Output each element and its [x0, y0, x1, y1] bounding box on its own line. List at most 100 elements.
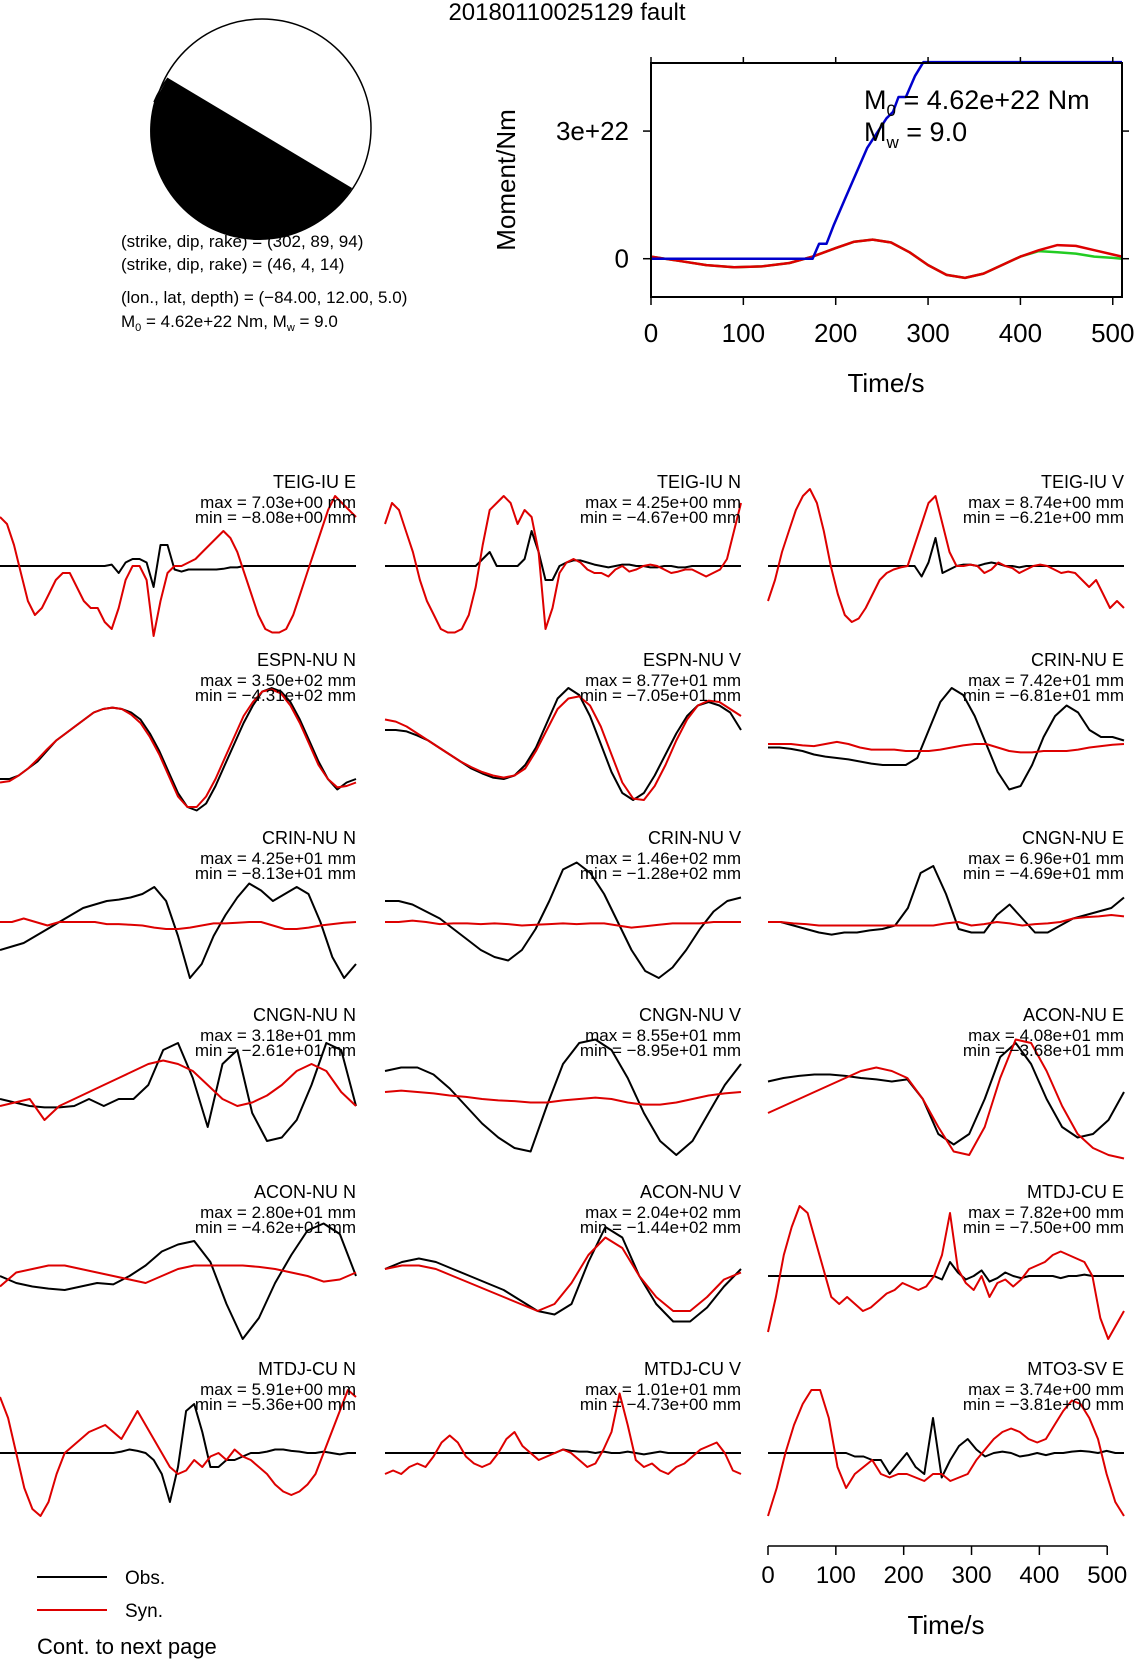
max-amplitude-label: max = 5.91e+00 mm [200, 1380, 356, 1399]
waveform-x-tick-label: 400 [1019, 1562, 1059, 1589]
station-label: ESPN-NU N [257, 650, 356, 670]
moment-y-axis-label: Moment/Nm [491, 109, 521, 251]
max-amplitude-label: max = 7.42e+01 mm [968, 671, 1124, 690]
synthetic-trace [767, 1205, 1125, 1340]
min-amplitude-label: min = −1.44e+02 mm [580, 1218, 741, 1237]
synthetic-trace [384, 1236, 742, 1312]
nodal-plane-2: (strike, dip, rake) = (46, 4, 14) [121, 255, 344, 274]
moment-x-tick-label: 500 [1091, 318, 1134, 348]
observed-trace [0, 882, 357, 979]
compression-quadrant [150, 78, 352, 241]
station-label: CNGN-NU E [1022, 828, 1124, 848]
moment-x-tick-label: 100 [722, 318, 765, 348]
waveform-x-tick-label: 300 [952, 1562, 992, 1589]
station-label: TEIG-IU N [657, 472, 741, 492]
max-amplitude-label: max = 8.55e+01 mm [585, 1026, 741, 1045]
min-amplitude-label: min = −4.31e+02 mm [195, 686, 356, 705]
synthetic-trace [0, 1264, 357, 1288]
synthetic-trace [767, 1038, 1125, 1160]
nodal-plane-1: (strike, dip, rake) = (302, 89, 94) [121, 232, 363, 251]
min-amplitude-label: min = −4.67e+00 mm [580, 508, 741, 527]
moment-line: M0 = 4.62e+22 Nm, Mw = 9.0 [121, 312, 338, 334]
footer-continue-note: Cont. to next page [37, 1634, 217, 1659]
station-label: CRIN-NU E [1031, 650, 1124, 670]
min-amplitude-label: min = −7.50e+00 mm [963, 1218, 1124, 1237]
observed-trace [385, 530, 741, 581]
min-amplitude-label: min = −5.36e+00 mm [195, 1395, 356, 1414]
observed-trace [385, 861, 742, 979]
synthetic-trace [768, 740, 1125, 754]
min-amplitude-label: min = −8.95e+01 mm [580, 1041, 741, 1060]
moment-y-tick-label: 0 [615, 244, 629, 274]
min-amplitude-label: min = −2.61e+01 mm [195, 1041, 356, 1060]
synthetic-trace [0, 917, 357, 930]
moment-x-tick-label: 0 [644, 318, 658, 348]
waveform-x-axis-label: Time/s [907, 1610, 984, 1640]
observed-trace [0, 1042, 357, 1142]
moment-x-axis-label: Time/s [847, 368, 924, 398]
observed-trace [768, 865, 1125, 936]
moment-series-line-0 [651, 60, 1122, 260]
synthetic-trace [0, 1389, 357, 1517]
waveform-time-axis: 0 100 200 300 400 500 [761, 1545, 1127, 1589]
observed-trace [0, 1222, 357, 1340]
station-label: CRIN-NU N [262, 828, 356, 848]
station-label: ACON-NU V [640, 1182, 741, 1202]
min-amplitude-label: min = −6.81e+01 mm [963, 686, 1124, 705]
observed-trace [768, 1261, 1124, 1283]
synthetic-trace [767, 1389, 1125, 1517]
legend-obs-label: Obs. [125, 1568, 165, 1589]
station-label: MTDJ-CU V [644, 1359, 741, 1379]
observed-trace [768, 1417, 1124, 1479]
max-amplitude-label: max = 6.96e+01 mm [968, 849, 1124, 868]
min-amplitude-label: min = −4.69e+01 mm [963, 864, 1124, 883]
max-amplitude-label: max = 1.46e+02 mm [585, 849, 741, 868]
waveform-x-tick-label: 0 [761, 1562, 774, 1589]
station-label: TEIG-IU E [273, 472, 356, 492]
max-amplitude-label: max = 4.08e+01 mm [968, 1026, 1124, 1045]
synthetic-trace [384, 1392, 742, 1475]
station-label: CNGN-NU N [253, 1005, 356, 1025]
synthetic-trace [384, 1089, 742, 1106]
min-amplitude-label: min = −7.05e+01 mm [580, 686, 741, 705]
max-amplitude-label: max = 3.18e+01 mm [200, 1026, 356, 1045]
station-label: TEIG-IU V [1041, 472, 1124, 492]
min-amplitude-label: min = −8.08e+00 mm [195, 508, 356, 527]
max-amplitude-label: max = 7.03e+00 mm [200, 493, 356, 512]
max-amplitude-label: max = 8.77e+01 mm [585, 671, 741, 690]
moment-x-tick-label: 200 [814, 318, 857, 348]
page-title: 20180110025129 fault [448, 0, 685, 26]
synthetic-trace [767, 488, 1125, 623]
max-amplitude-label: max = 2.80e+01 mm [200, 1203, 356, 1222]
waveform-x-tick-label: 100 [816, 1562, 856, 1589]
min-amplitude-label: min = −1.28e+02 mm [580, 864, 741, 883]
max-amplitude-label: max = 3.74e+00 mm [968, 1380, 1124, 1399]
min-amplitude-label: min = −3.81e+00 mm [963, 1395, 1124, 1414]
moment-plot-frame [650, 62, 1123, 298]
hypocenter-line: (lon., lat, depth) = (−84.00, 12.00, 5.0… [121, 288, 407, 307]
waveform-x-tick-label: 500 [1087, 1562, 1127, 1589]
max-amplitude-label: max = 1.01e+01 mm [585, 1380, 741, 1399]
min-amplitude-label: min = −3.68e+01 mm [963, 1041, 1124, 1060]
max-amplitude-label: max = 3.50e+02 mm [200, 671, 356, 690]
mechanism-info: (strike, dip, rake) = (302, 89, 94) (str… [121, 232, 407, 334]
moment-series-line-2 [650, 238, 1123, 280]
moment-x-tick-label: 300 [906, 318, 949, 348]
observed-trace [0, 687, 357, 812]
legend: Obs. Syn. [37, 1568, 165, 1622]
station-label: CNGN-NU V [639, 1005, 741, 1025]
observed-trace [384, 1038, 742, 1156]
